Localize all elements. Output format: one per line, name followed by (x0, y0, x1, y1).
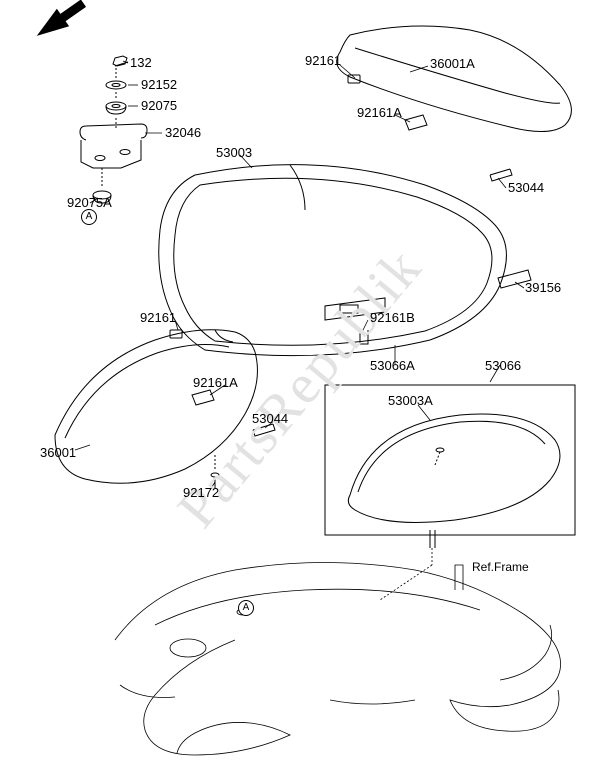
label-53066: 53066 (485, 358, 521, 373)
label-92161a-top: 92161A (357, 105, 402, 120)
label-53003a: 53003A (388, 393, 433, 408)
label-53044-top: 53044 (508, 180, 544, 195)
leader-lines (75, 61, 524, 600)
label-92075: 92075 (141, 98, 177, 113)
ref-frame (115, 563, 561, 756)
label-53003: 53003 (216, 145, 252, 160)
diagram-svg (0, 0, 600, 775)
label-39156: 39156 (525, 280, 561, 295)
marker-a-2: A (238, 600, 254, 616)
label-36001: 36001 (40, 445, 76, 460)
label-92152: 92152 (141, 77, 177, 92)
label-132: 132 (130, 55, 152, 70)
arrow-icon (32, 0, 89, 43)
label-92172: 92172 (183, 485, 219, 500)
label-32046: 32046 (165, 125, 201, 140)
label-53066a: 53066A (370, 358, 415, 373)
marker-a-1: A (81, 209, 97, 225)
label-ref-frame: Ref.Frame (472, 560, 529, 574)
bolt-stack (106, 56, 128, 128)
label-92161-left: 92161 (140, 310, 176, 325)
label-92161-top: 92161 (305, 53, 341, 68)
label-92161b: 92161B (370, 310, 415, 325)
bracket-32046 (80, 124, 147, 168)
main-seat (159, 165, 507, 356)
label-92161a-mid: 92161A (193, 375, 238, 390)
label-53044-mid: 53044 (252, 411, 288, 426)
label-92075a: 92075A (67, 195, 112, 210)
parts-diagram-container: PartsRepublik (0, 0, 600, 775)
pad-seat-53003a (348, 414, 560, 548)
side-cover-upper (337, 26, 572, 181)
label-36001a: 36001A (430, 56, 475, 71)
